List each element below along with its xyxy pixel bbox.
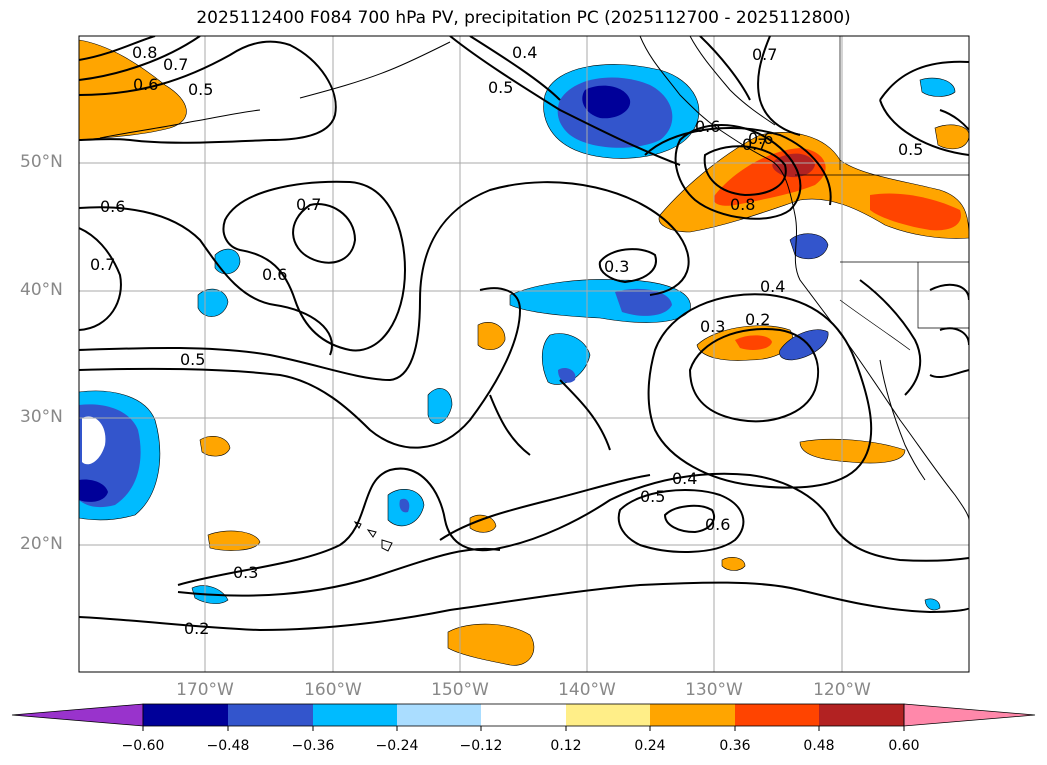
colorbar-bin [650, 704, 735, 726]
borders [795, 36, 969, 351]
contour-label: 0.2 [184, 619, 209, 638]
contour-label: 0.3 [233, 563, 258, 582]
contour-label: 0.3 [700, 317, 725, 336]
contour-labels: 0.8 0.7 0.6 0.5 0.4 0.5 0.6 0.7 0.7 0.6 … [90, 43, 923, 638]
contour-label: 0.5 [188, 80, 213, 99]
lon-label: 130°W [685, 680, 743, 700]
colorbar-bin [143, 704, 228, 726]
contour-label: 0.3 [604, 257, 629, 276]
contour-label: 0.6 [262, 265, 287, 284]
colorbar-bin [313, 704, 397, 726]
contour-label: 0.5 [180, 350, 205, 369]
lon-label: 120°W [813, 680, 871, 700]
lat-label: 40°N [20, 280, 63, 300]
coastlines [99, 36, 969, 521]
contour-label: 0.6 [695, 117, 720, 136]
colorbar-tick: 0.12 [550, 738, 582, 754]
colorbar-tick: −0.24 [375, 738, 419, 754]
colorbar-bin [481, 704, 566, 726]
colorbar-over [903, 703, 1036, 727]
colorbar-bin [228, 704, 313, 726]
contour-label: 0.7 [90, 255, 115, 274]
colorbar-tick: 0.24 [634, 738, 666, 754]
contour-label: 0.6 [133, 75, 158, 94]
lon-label: 170°W [176, 680, 234, 700]
colorbar-tick: 0.60 [888, 738, 920, 754]
lon-label: 160°W [304, 680, 362, 700]
contour-label: 0.4 [760, 277, 785, 296]
colorbar-bin [566, 704, 650, 726]
colorbar-bin [397, 704, 481, 726]
contour-label: 0.5 [488, 78, 513, 97]
colorbar [11, 703, 1036, 731]
precip-shading [79, 39, 969, 666]
contour-label: 0.7 [752, 45, 777, 64]
colorbar-bin [735, 704, 819, 726]
colorbar-tick: 0.48 [803, 738, 835, 754]
map-title: 2025112400 F084 700 hPa PV, precipitatio… [196, 8, 851, 28]
lon-label: 150°W [431, 680, 489, 700]
contour-label: 0.6 [748, 129, 773, 148]
lat-label: 30°N [20, 407, 63, 427]
colorbar-tick: −0.60 [121, 738, 165, 754]
colorbar-tick: 0.36 [719, 738, 751, 754]
pv-contours [79, 36, 969, 632]
contour-label: 0.5 [898, 140, 923, 159]
lat-label: 50°N [20, 152, 63, 172]
contour-label: 0.7 [163, 55, 188, 74]
lon-label: 140°W [558, 680, 616, 700]
colorbar-tick: −0.36 [291, 738, 335, 754]
contour-label: 0.7 [742, 135, 767, 154]
grid-lines [79, 36, 969, 672]
colorbar-tick: −0.12 [459, 738, 503, 754]
contour-label: 0.5 [640, 487, 665, 506]
contour-label: 0.8 [730, 195, 755, 214]
colorbar-tick: −0.48 [206, 738, 250, 754]
contour-label: 0.2 [745, 310, 770, 329]
contour-label: 0.4 [512, 43, 537, 62]
lat-label: 20°N [20, 534, 63, 554]
colorbar-under [11, 703, 144, 727]
contour-label: 0.4 [672, 469, 697, 488]
contour-label: 0.6 [705, 515, 730, 534]
contour-label: 0.8 [132, 43, 157, 62]
colorbar-bin [819, 704, 904, 726]
contour-label: 0.6 [100, 197, 125, 216]
contour-label: 0.7 [296, 195, 321, 214]
